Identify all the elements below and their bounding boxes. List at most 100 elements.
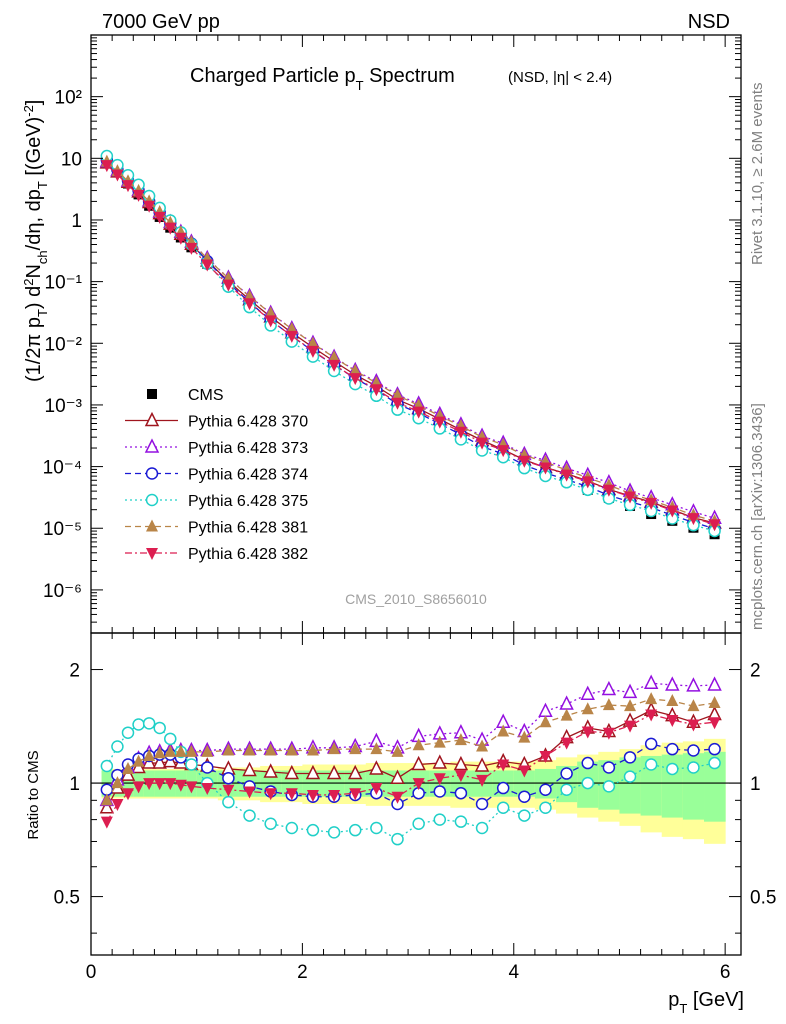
series-6-ratio-point bbox=[328, 789, 341, 802]
legend: CMS Pythia 6.428 370 Pythia 6.428 373 Pythi… bbox=[125, 387, 308, 563]
series-4-line bbox=[106, 155, 715, 532]
series-6-ratio-point bbox=[539, 750, 552, 763]
series-6-point bbox=[687, 513, 700, 526]
series-6-ratio-point bbox=[624, 720, 637, 733]
series-6-line bbox=[106, 164, 715, 525]
series-4-ratio-point bbox=[243, 809, 256, 822]
series-3-ratio-point bbox=[496, 781, 510, 795]
x-tick-label: 4 bbox=[508, 962, 519, 983]
legend-marker bbox=[147, 389, 157, 399]
series-5-ratio-point bbox=[285, 743, 298, 756]
series-5-ratio-point bbox=[143, 748, 156, 761]
series-1-ratio-point bbox=[152, 754, 167, 769]
header-left: 7000 GeV pp bbox=[102, 11, 220, 33]
series-6-point bbox=[666, 505, 679, 518]
series-6-ratio-point bbox=[497, 759, 510, 772]
series-4-ratio-point bbox=[454, 815, 468, 828]
series-5-ratio-point bbox=[412, 738, 425, 751]
y-tick-label: 10² bbox=[55, 88, 82, 109]
series-6-point bbox=[412, 406, 425, 419]
header-right: NSD bbox=[688, 11, 730, 33]
legend-label: Pythia 6.428 370 bbox=[188, 414, 308, 431]
series-4-ratio-point bbox=[496, 801, 510, 815]
series-6-ratio-point bbox=[645, 709, 658, 722]
ratio-frame bbox=[90, 632, 742, 956]
series-5-ratio-point bbox=[222, 743, 235, 756]
series-1-ratio-point bbox=[284, 764, 300, 780]
series-3-ratio-point bbox=[475, 797, 489, 811]
y-tick-label: 10⁻⁴ bbox=[43, 458, 82, 479]
series-5-ratio-point bbox=[185, 744, 198, 757]
series-1-ratio-point bbox=[453, 755, 469, 771]
series-5-ratio-point bbox=[349, 742, 362, 755]
ratio-y-tick-label: 0.5 bbox=[54, 888, 80, 909]
series-4-ratio-point bbox=[164, 732, 177, 746]
series-6-point bbox=[602, 484, 615, 497]
spectrum-panel bbox=[99, 149, 722, 540]
series-6-point bbox=[143, 200, 156, 213]
series-4-ratio-line bbox=[106, 722, 715, 840]
series-2-line bbox=[106, 161, 715, 519]
series-4-ratio-point bbox=[348, 823, 362, 837]
series-6-point bbox=[454, 426, 467, 439]
legend-marker bbox=[144, 438, 160, 453]
series-5-ratio-point bbox=[121, 761, 134, 774]
series-1-ratio-point bbox=[99, 799, 115, 814]
series-4-ratio-point bbox=[687, 761, 700, 774]
y-tick-label: 1 bbox=[71, 211, 82, 232]
series-5-ratio-point bbox=[708, 696, 721, 709]
series-6-ratio-point bbox=[666, 714, 679, 727]
series-6-point bbox=[560, 469, 573, 482]
series-5-ratio-point bbox=[518, 730, 531, 743]
series-6-ratio-point bbox=[111, 799, 124, 812]
series-2-ratio-point bbox=[601, 680, 617, 696]
series-4-ratio-point bbox=[539, 801, 552, 815]
y-tick-label: 10⁻¹ bbox=[45, 273, 83, 294]
series-3-ratio-point bbox=[201, 761, 214, 774]
series-5-ratio-point bbox=[476, 739, 489, 752]
legend-marker bbox=[146, 548, 158, 560]
series-6-ratio-point bbox=[243, 786, 256, 799]
series-3-ratio-point bbox=[644, 737, 658, 751]
series-3-ratio-point bbox=[623, 751, 637, 764]
series-2-ratio-point bbox=[686, 677, 701, 692]
legend-marker bbox=[146, 519, 158, 532]
ratio-y-tick-label: 1 bbox=[750, 774, 761, 795]
series-6-ratio-point bbox=[132, 781, 145, 794]
series-5-ratio-point bbox=[174, 744, 187, 757]
series-6-point bbox=[132, 189, 145, 202]
series-4-ratio-point bbox=[433, 813, 447, 826]
series-4-ratio-point bbox=[581, 776, 594, 790]
chart-title: Charged Particle pT Spectrum bbox=[190, 65, 455, 93]
series-4-ratio-point bbox=[264, 817, 277, 831]
ratio-y-tick-label: 0.5 bbox=[750, 888, 776, 909]
series-5-ratio-point bbox=[645, 692, 658, 705]
series-6-point bbox=[708, 519, 721, 532]
legend-marker bbox=[144, 411, 160, 427]
series-6-ratio-point bbox=[454, 770, 467, 783]
series-5-point bbox=[306, 336, 319, 349]
series-6-point bbox=[285, 330, 298, 343]
legend-label: Pythia 6.428 381 bbox=[188, 520, 308, 537]
series-6-point bbox=[645, 497, 658, 510]
y-tick-label: 10⁻² bbox=[45, 334, 83, 355]
series-5-ratio-point bbox=[687, 699, 700, 712]
series-5-ratio-point bbox=[539, 715, 552, 728]
series-5-ratio-point bbox=[132, 754, 145, 767]
series-6-ratio-point bbox=[560, 737, 573, 750]
series-6-point bbox=[370, 384, 383, 397]
series-6-ratio-point bbox=[100, 816, 113, 829]
ratio-y-tick-label: 2 bbox=[750, 661, 761, 682]
series-5-ratio-point bbox=[100, 793, 113, 806]
side-label-rivet: Rivet 3.1.10, ≥ 2.6M events bbox=[749, 83, 766, 266]
series-4-ratio-point bbox=[111, 740, 124, 753]
series-6-ratio-point bbox=[476, 774, 489, 787]
series-3-ratio-point bbox=[666, 742, 679, 756]
series-6-ratio-line bbox=[106, 713, 715, 823]
legend-label: Pythia 6.428 375 bbox=[188, 493, 308, 510]
series-2-ratio-point bbox=[665, 676, 680, 691]
series-3-ratio-point bbox=[433, 785, 447, 798]
series-6-point bbox=[497, 445, 510, 458]
legend-label: Pythia 6.428 374 bbox=[188, 467, 308, 484]
